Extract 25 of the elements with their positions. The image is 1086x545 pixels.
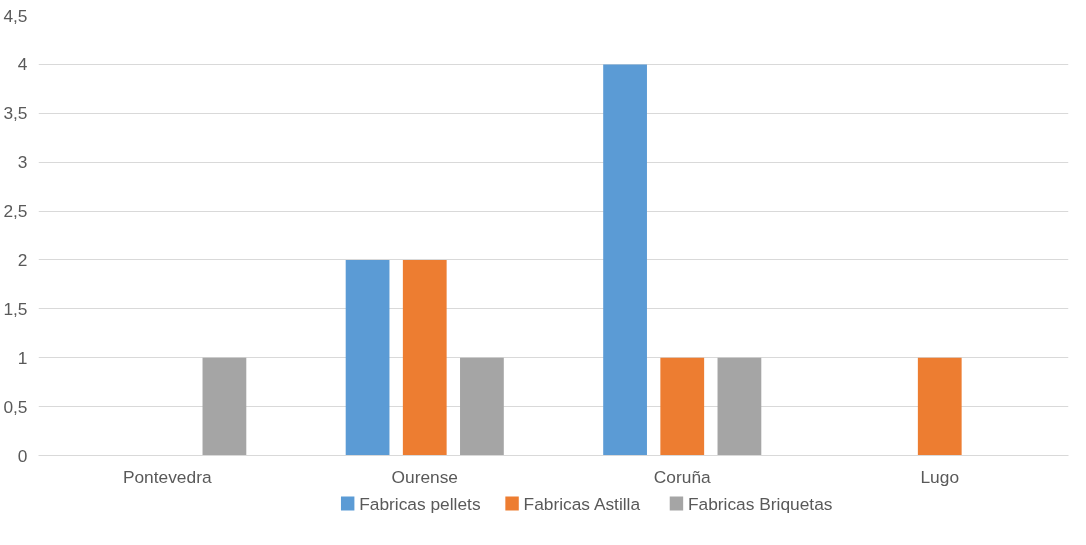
bar: [402, 259, 447, 456]
x-tick-label: Coruña: [653, 466, 712, 487]
legend-label: Fabricas Astilla: [523, 493, 641, 514]
y-tick-label: 2,5: [3, 201, 28, 222]
y-tick-label: 1,5: [3, 298, 28, 319]
y-tick-label: 0,5: [3, 396, 28, 417]
bar: [345, 259, 390, 456]
x-tick-label: Ourense: [391, 466, 458, 487]
bar: [202, 357, 247, 456]
y-tick-label: 3: [17, 152, 28, 173]
legend-label: Fabricas Briquetas: [687, 493, 833, 514]
x-tick-label: Pontevedra: [122, 466, 212, 487]
y-tick-label: 3,5: [3, 103, 28, 124]
y-tick-label: 4,5: [3, 5, 28, 26]
bar: [717, 357, 762, 456]
y-tick-label: 2: [17, 249, 28, 270]
bar: [917, 357, 962, 456]
x-tick-label: Lugo: [920, 466, 960, 487]
bar: [660, 357, 705, 456]
y-tick-label: 4: [17, 54, 28, 75]
bar: [460, 357, 504, 456]
bar: [603, 64, 647, 456]
legend-label: Fabricas pellets: [359, 493, 481, 514]
y-tick-label: 1: [17, 347, 28, 368]
y-tick-label: 0: [17, 445, 28, 466]
